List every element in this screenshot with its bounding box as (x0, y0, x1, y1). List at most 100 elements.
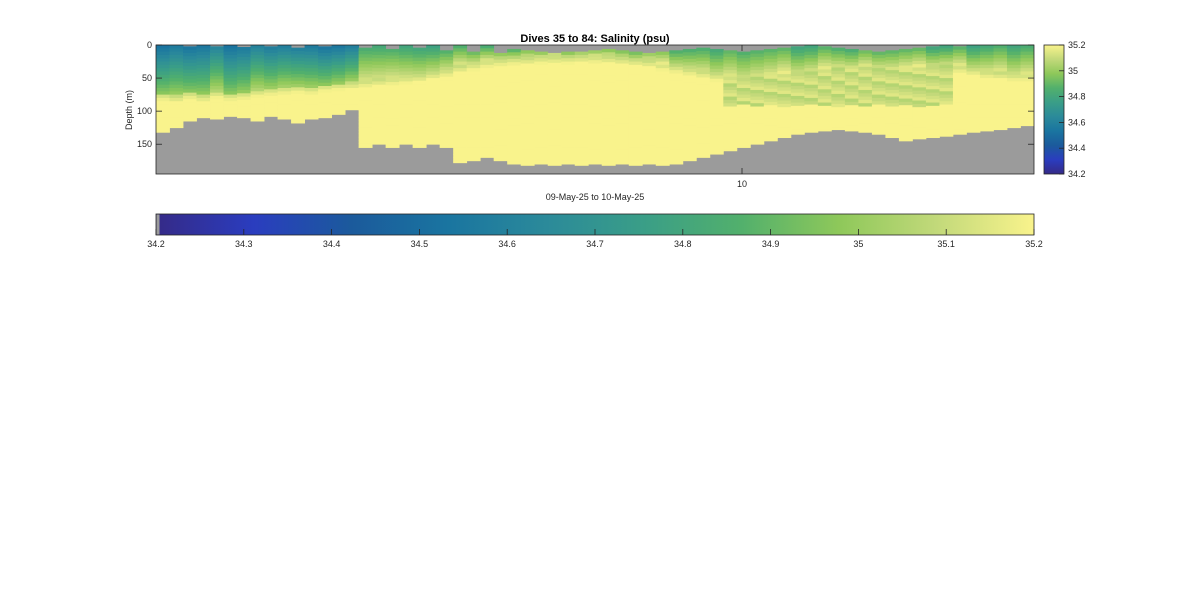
salinity-cell (547, 52, 562, 57)
salinity-cell (885, 93, 900, 97)
salinity-cell (993, 127, 1008, 131)
colorbar-right-tick-label: 34.2 (1068, 169, 1086, 179)
salinity-cell (682, 158, 697, 162)
salinity-cell (966, 107, 981, 112)
salinity-cell (331, 97, 346, 102)
salinity-cell (534, 134, 549, 139)
salinity-cell (534, 68, 549, 72)
salinity-cell (345, 51, 360, 56)
salinity-cell (696, 50, 711, 55)
salinity-cell (966, 117, 981, 122)
salinity-cell (696, 97, 711, 101)
salinity-cell (588, 50, 603, 54)
salinity-cell (777, 60, 792, 65)
salinity-cell (493, 135, 508, 140)
salinity-cell (588, 132, 603, 137)
salinity-cell (993, 88, 1008, 92)
salinity-cell (250, 91, 265, 96)
salinity-cell (844, 52, 859, 56)
salinity-cell (426, 94, 441, 99)
salinity-cell (466, 107, 481, 112)
salinity-cell (628, 137, 643, 142)
salinity-cell (790, 105, 805, 110)
salinity-cell (169, 94, 184, 99)
salinity-cell (736, 74, 751, 79)
salinity-cell (466, 68, 481, 72)
salinity-cell (304, 81, 319, 86)
salinity-cell (318, 86, 332, 90)
salinity-cell (696, 127, 711, 131)
salinity-cell (682, 62, 697, 66)
salinity-cell (1006, 78, 1021, 82)
salinity-cell (426, 121, 441, 125)
salinity-cell (372, 97, 387, 102)
salinity-cell (763, 62, 778, 66)
salinity-cell (750, 106, 765, 111)
salinity-cell (966, 104, 981, 109)
salinity-cell (1006, 84, 1021, 89)
salinity-cell (655, 101, 670, 105)
salinity-cell (885, 76, 900, 81)
salinity-cell (601, 158, 616, 162)
salinity-cell (574, 88, 589, 92)
salinity-cell (588, 116, 603, 121)
salinity-cell (628, 101, 643, 105)
salinity-cell (196, 68, 211, 72)
salinity-cell (304, 54, 319, 59)
salinity-cell (993, 117, 1008, 122)
salinity-cell (547, 142, 562, 146)
salinity-cell (642, 92, 657, 97)
salinity-cell (453, 150, 468, 155)
salinity-cell (615, 76, 630, 81)
salinity-cell (277, 84, 292, 89)
salinity-cell (264, 66, 278, 70)
salinity-cell (1020, 114, 1034, 119)
salinity-cell (615, 139, 630, 144)
salinity-cell (993, 101, 1008, 105)
salinity-cell (210, 49, 224, 54)
salinity-cell (237, 106, 251, 111)
salinity-cell (696, 150, 711, 154)
salinity-cell (952, 105, 967, 110)
salinity-cell (966, 64, 981, 69)
salinity-cell (952, 132, 967, 135)
salinity-cell (372, 58, 387, 62)
salinity-cell (372, 104, 387, 109)
salinity-cell (601, 154, 616, 159)
salinity-cell (210, 66, 224, 70)
salinity-cell (912, 77, 927, 82)
salinity-cell (858, 109, 873, 114)
salinity-cell (426, 51, 441, 56)
salinity-cell (345, 64, 360, 69)
salinity-cell (763, 134, 778, 139)
salinity-cell (898, 91, 913, 96)
salinity-cell (358, 70, 373, 75)
salinity-cell (709, 58, 724, 63)
salinity-cell (696, 123, 711, 128)
salinity-cell (277, 107, 292, 112)
salinity-cell (453, 74, 468, 79)
salinity-cell (372, 51, 387, 56)
salinity-cell (264, 99, 278, 103)
salinity-cell (709, 118, 724, 123)
salinity-cell (223, 101, 238, 105)
salinity-cell (426, 68, 441, 72)
salinity-cell (804, 64, 819, 69)
salinity-cell (912, 103, 927, 108)
salinity-cell (426, 74, 441, 79)
salinity-cell (453, 78, 468, 82)
salinity-cell (574, 104, 589, 109)
salinity-cell (223, 74, 238, 79)
salinity-cell (277, 51, 292, 56)
salinity-cell (601, 121, 616, 126)
salinity-cell (466, 134, 481, 139)
salinity-cell (1020, 58, 1034, 62)
salinity-cell (372, 68, 387, 72)
salinity-cell (682, 115, 697, 119)
salinity-cell (412, 97, 427, 101)
salinity-cell (723, 149, 738, 152)
salinity-cell (655, 107, 670, 112)
salinity-cell (439, 129, 454, 134)
salinity-cell (939, 48, 954, 53)
salinity-cell (466, 147, 481, 152)
